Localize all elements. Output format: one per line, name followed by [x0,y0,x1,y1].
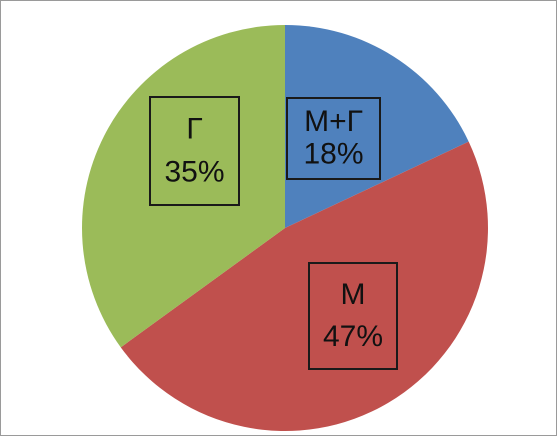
pie-data-labels: М+Г18% М 47% Г 35% [149,96,398,370]
data-label-box [286,97,381,180]
data-label-1: М+Г18% [286,97,381,180]
pie-slices [82,25,488,431]
data-label-value: 47% [323,320,383,353]
data-label-3: Г 35% [149,96,240,206]
pie-slice-1 [285,25,469,228]
data-label-2: М 47% [308,262,398,370]
data-label-box [149,96,240,206]
pie-slice-3 [82,25,285,348]
data-label-category: М [341,278,366,311]
data-label-value: 18% [303,137,363,170]
data-label-box [308,262,398,370]
data-label-category: Г [186,112,202,145]
data-label-value: 35% [164,156,224,189]
data-label-category: М+Г [304,105,363,138]
